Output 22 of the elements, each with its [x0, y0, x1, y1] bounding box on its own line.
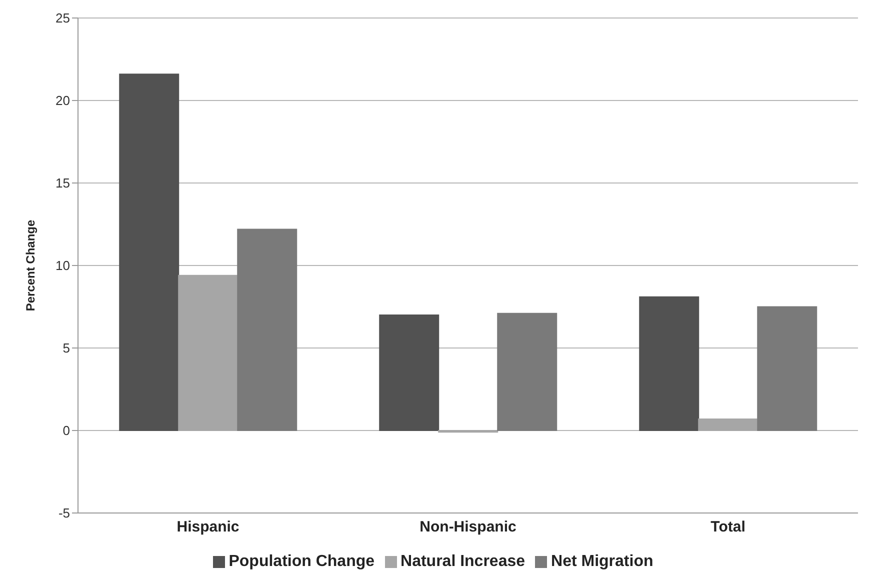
- bar: [639, 296, 700, 431]
- y-tick-label: 15: [56, 176, 70, 191]
- legend-label: Net Migration: [551, 553, 654, 570]
- legend-label: Population Change: [228, 553, 375, 570]
- y-tick-label: 25: [56, 10, 70, 26]
- bar: [497, 312, 558, 431]
- bar: [698, 418, 758, 431]
- bar: [757, 306, 818, 431]
- y-tick-label: 0: [62, 423, 70, 438]
- x-tick-label: Non-Hispanic: [420, 518, 516, 536]
- y-tick-label: 10: [56, 258, 70, 274]
- legend-label: Natural Increase: [400, 553, 526, 570]
- y-tick-label: 5: [62, 340, 70, 356]
- bar: [119, 74, 180, 431]
- y-axis-title: Percent Change: [23, 219, 38, 312]
- bar: [178, 274, 238, 431]
- x-tick-label: Total: [710, 518, 746, 536]
- bar: [379, 314, 440, 431]
- x-tick-label: Hispanic: [176, 518, 240, 536]
- y-tick-label: 20: [56, 93, 70, 108]
- bar: [237, 228, 298, 431]
- y-tick-label: -5: [58, 506, 70, 521]
